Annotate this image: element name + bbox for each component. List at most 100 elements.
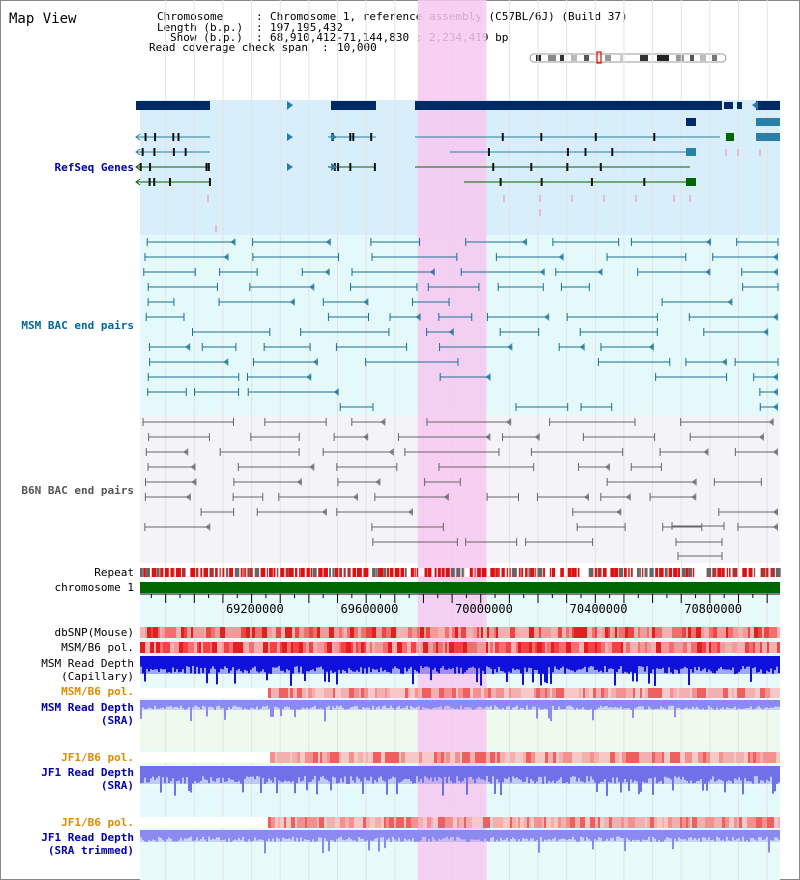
repeat-element [685, 568, 689, 577]
jf1-read-depth-trim-bar [656, 830, 658, 842]
gene-arrow [287, 133, 293, 141]
msm-b6-pol-2-cell [279, 688, 281, 698]
track-label-msm-b6-pol-2[interactable]: MSM/B6 pol. [61, 685, 134, 698]
jf1-read-depth-trim-bar [504, 830, 506, 840]
msm-b6-pol-cell [358, 642, 361, 653]
jf1-read-depth-sra-bar [444, 766, 446, 777]
msm-bac-end-pairs-track[interactable] [143, 238, 779, 411]
msm-b6-pol-cell [217, 642, 222, 653]
msm-b6-pol-cell [669, 642, 674, 653]
jf1-b6-pol-2-cell [433, 817, 438, 828]
jf1-b6-pol-cell [703, 752, 706, 763]
jf1-b6-pol-2-cell [423, 817, 427, 828]
msm-read-depth-cap-bar [240, 656, 242, 672]
track-label-jf1-read-depth-trim[interactable]: JF1 Read Depth [41, 831, 134, 844]
b6n-bac-pair-arrow [583, 493, 589, 501]
msm-read-depth-cap-bar [158, 656, 160, 672]
gene-block [331, 101, 376, 110]
msm-read-depth-cap-bar [582, 656, 584, 669]
track-label-jf1-read-depth-sra[interactable]: JF1 Read Depth [41, 766, 134, 779]
exon [566, 148, 569, 156]
dbsnp-cell [162, 627, 165, 638]
track-label-b6n-bac[interactable]: B6N BAC end pairs [21, 484, 134, 497]
refseq-genes-track[interactable] [135, 101, 780, 232]
msm-b6-pol-2-cell [657, 688, 662, 698]
msm-read-depth-cap-bar [386, 656, 388, 672]
jf1-b6-pol-2-cell [616, 817, 621, 828]
jf1-read-depth-sra-bar [602, 766, 604, 782]
jf1-b6-pol-2-cell [182, 817, 185, 828]
msm-b6-pol-cell [388, 642, 392, 653]
jf1-read-depth-trim-bar [154, 830, 156, 841]
jf1-b6-pol-2-cell [688, 817, 690, 828]
track-label-repeat[interactable]: Repeat [94, 566, 134, 579]
heat-tracks[interactable] [140, 627, 780, 854]
msm-read-depth-cap-bar [312, 656, 314, 670]
repeat-element [560, 568, 564, 577]
repeat-track[interactable] [140, 568, 781, 577]
jf1-b6-pol-cell [409, 752, 413, 763]
jf1-read-depth-trim-bar [610, 830, 612, 839]
msm-read-depth-cap-bar [644, 656, 646, 672]
msm-read-depth-sra-bar [632, 700, 634, 718]
b6n-bac-end-pairs-track[interactable] [142, 418, 778, 560]
track-label-jf1-b6-pol-2[interactable]: JF1/B6 pol. [61, 816, 134, 829]
msm-read-depth-sra-bar [708, 700, 710, 706]
msm-b6-pol-cell [212, 642, 217, 653]
repeat-element [614, 568, 619, 577]
jf1-b6-pol-cell [736, 752, 739, 763]
jf1-read-depth-sra-bar [488, 766, 490, 782]
repeat-element [295, 568, 298, 577]
jf1-read-depth-trim-bar [176, 830, 178, 842]
jf1-b6-pol-2-cell [595, 817, 598, 828]
msm-bac-pair-arrow [773, 253, 778, 261]
track-label-dbsnp[interactable]: dbSNP(Mouse) [55, 626, 134, 639]
dbsnp-cell [299, 627, 302, 638]
repeat-element [511, 568, 517, 577]
msm-bac-pair-arrow [306, 373, 312, 381]
jf1-read-depth-sra-bar [562, 766, 564, 784]
jf1-read-depth-trim-bar [550, 830, 552, 841]
track-label-msm-bac[interactable]: MSM BAC end pairs [21, 319, 134, 332]
msm-read-depth-cap-bar [636, 656, 638, 682]
dbsnp-cell [276, 627, 281, 638]
msm-read-depth-sra-bar [320, 700, 322, 709]
msm-b6-pol-2-cell [354, 688, 359, 698]
repeat-element [618, 568, 624, 577]
track-label-refseq[interactable]: RefSeq Genes [55, 161, 134, 174]
track-label-msm-b6-pol-1[interactable]: MSM/B6 pol. [61, 641, 134, 654]
track-label-jf1-b6-pol-1[interactable]: JF1/B6 pol. [61, 751, 134, 764]
msm-read-depth-cap-bar [766, 656, 768, 671]
track-label-msm-read-depth-cap[interactable]: MSM Read Depth [41, 657, 134, 670]
gene-block [686, 118, 696, 126]
msm-b6-pol-cell [495, 642, 499, 653]
jf1-read-depth-trim-bar [634, 830, 636, 841]
msm-read-depth-sra-bar [392, 700, 394, 708]
msm-b6-pol-cell [709, 642, 711, 653]
msm-read-depth-sra-bar [546, 700, 548, 710]
jf1-read-depth-trim-bar [414, 830, 416, 842]
msm-read-depth-cap-bar [528, 656, 530, 668]
jf1-read-depth-trim-bar [330, 830, 332, 840]
track-label-msm-read-depth-sra[interactable]: MSM Read Depth [41, 701, 134, 714]
msm-read-depth-sra-bar [540, 700, 542, 710]
msm-read-depth-sra-bar [228, 700, 230, 707]
repeat-element [222, 568, 225, 577]
msm-read-depth-sra-bar [352, 700, 354, 707]
jf1-read-depth-trim-bar [292, 830, 294, 837]
repeat-element [606, 568, 611, 577]
jf1-b6-pol-2-cell [248, 817, 251, 828]
jf1-read-depth-trim-bar [362, 830, 364, 839]
jf1-read-depth-trim-bar [220, 830, 222, 841]
msm-b6-pol-cell [324, 642, 327, 653]
msm-read-depth-cap-bar [396, 656, 398, 669]
msm-b6-pol-2-cell [710, 688, 712, 698]
jf1-read-depth-sra-bar [184, 766, 186, 784]
jf1-read-depth-sra-bar [768, 766, 770, 782]
jf1-read-depth-trim-bar [140, 830, 142, 838]
msm-read-depth-cap-bar [670, 656, 672, 673]
chromosome-ideogram[interactable] [529, 51, 727, 64]
jf1-b6-pol-cell [318, 752, 320, 763]
msm-b6-pol-cell [334, 642, 339, 653]
jf1-read-depth-trim-bar [722, 830, 724, 840]
